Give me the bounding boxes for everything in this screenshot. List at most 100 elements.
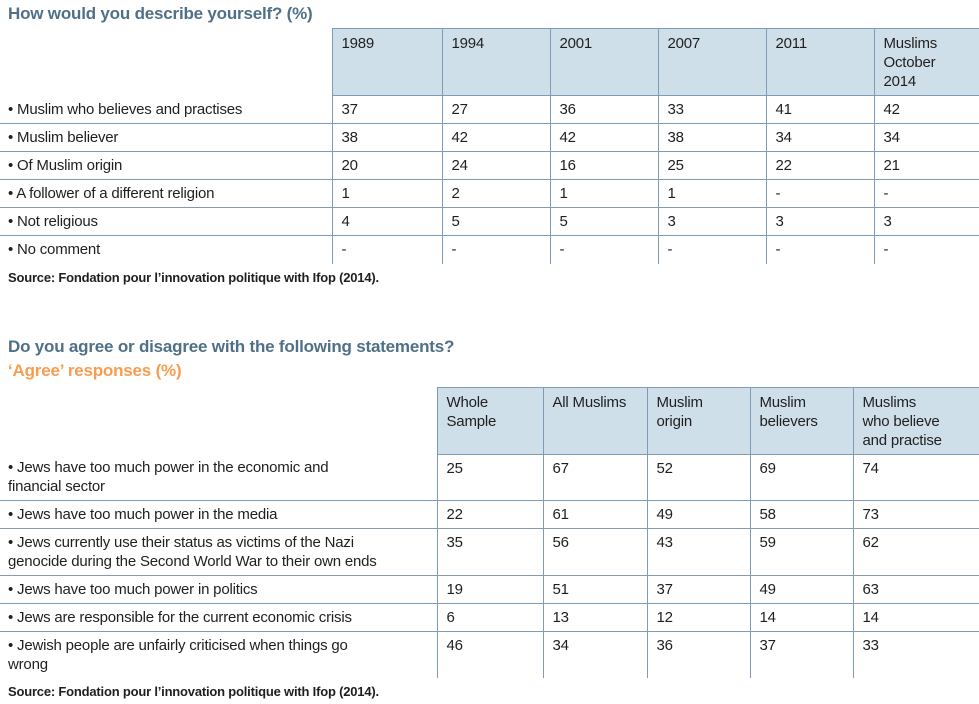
data-cell: 73 bbox=[852, 500, 979, 529]
column-header-muslims-believe-practise: Muslims who believe and practise bbox=[852, 386, 979, 455]
column-header-1994: 1994 bbox=[441, 28, 551, 96]
table2-header-row: Whole Sample All Muslims Muslim origin M… bbox=[0, 386, 979, 455]
data-cell: 21 bbox=[873, 151, 979, 180]
table-row: • Jewish people are unfairly criticised … bbox=[0, 631, 979, 678]
column-header-2001: 2001 bbox=[549, 28, 659, 96]
data-cell: 12 bbox=[646, 603, 750, 632]
table2-corner-cell bbox=[0, 387, 437, 454]
data-cell: 14 bbox=[749, 603, 853, 632]
table-row: • Not religious 4 5 5 3 3 3 bbox=[0, 207, 979, 236]
data-cell: 34 bbox=[542, 631, 647, 678]
table-row: • Muslim who believes and practises 37 2… bbox=[0, 95, 979, 124]
data-cell: - bbox=[549, 235, 658, 264]
data-cell: 58 bbox=[749, 500, 853, 529]
row-label: • Jews currently use their status as vic… bbox=[0, 528, 437, 576]
table-row: • Jews have too much power in the media … bbox=[0, 500, 979, 529]
data-cell: 25 bbox=[436, 454, 543, 501]
data-cell: 37 bbox=[749, 631, 853, 678]
data-cell: 56 bbox=[542, 528, 647, 576]
data-cell: - bbox=[765, 179, 874, 208]
column-header-1989: 1989 bbox=[331, 28, 443, 96]
data-cell: 38 bbox=[657, 123, 766, 152]
column-header-muslim-believers: Muslim believers bbox=[749, 386, 854, 455]
data-cell: 1 bbox=[331, 179, 442, 208]
data-cell: 62 bbox=[852, 528, 979, 576]
table-row: • No comment - - - - - - bbox=[0, 235, 979, 264]
data-cell: 5 bbox=[549, 207, 658, 236]
data-cell: 51 bbox=[542, 575, 647, 604]
data-cell: 49 bbox=[749, 575, 853, 604]
data-cell: 52 bbox=[646, 454, 750, 501]
table-row: • Jews have too much power in the econom… bbox=[0, 454, 979, 501]
data-cell: - bbox=[657, 235, 766, 264]
data-cell: 20 bbox=[331, 151, 442, 180]
data-cell: - bbox=[441, 235, 550, 264]
row-label: • Jews have too much power in the media bbox=[0, 500, 437, 529]
data-cell: 3 bbox=[873, 207, 979, 236]
row-label: • Jews have too much power in politics bbox=[0, 575, 437, 604]
row-label: • Muslim who believes and practises bbox=[0, 95, 332, 124]
table-row: • Muslim believer 38 42 42 38 34 34 bbox=[0, 123, 979, 152]
data-cell: 74 bbox=[852, 454, 979, 501]
column-header-2011: 2011 bbox=[765, 28, 875, 96]
data-cell: 27 bbox=[441, 95, 550, 124]
column-header-whole-sample: Whole Sample bbox=[436, 386, 544, 455]
table2-title: Do you agree or disagree with the follow… bbox=[8, 336, 455, 356]
data-cell: 42 bbox=[441, 123, 550, 152]
data-cell: 46 bbox=[436, 631, 543, 678]
table2-subtitle: ‘Agree’ responses (%) bbox=[8, 360, 182, 380]
agree-statements-table: Whole Sample All Muslims Muslim origin M… bbox=[0, 386, 979, 678]
table1-header-row: 1989 1994 2001 2007 2011 Muslims October… bbox=[0, 28, 979, 96]
column-header-muslim-origin: Muslim origin bbox=[646, 386, 751, 455]
self-description-table: 1989 1994 2001 2007 2011 Muslims October… bbox=[0, 28, 979, 264]
row-label: • Jewish people are unfairly criticised … bbox=[8, 637, 348, 673]
table-row: • Of Muslim origin 20 24 16 25 22 21 bbox=[0, 151, 979, 180]
table2-source: Source: Fondation pour l’innovation poli… bbox=[8, 684, 379, 699]
data-cell: 34 bbox=[873, 123, 979, 152]
data-cell: 37 bbox=[646, 575, 750, 604]
table1-corner-cell bbox=[0, 29, 332, 96]
table-row: • A follower of a different religion 1 2… bbox=[0, 179, 979, 208]
data-cell: 36 bbox=[549, 95, 658, 124]
column-header-all-muslims: All Muslims bbox=[542, 386, 648, 455]
data-cell: 14 bbox=[852, 603, 979, 632]
column-header-muslims-october-2014: Muslims October 2014 bbox=[873, 28, 979, 96]
data-cell: 34 bbox=[765, 123, 874, 152]
data-cell: 2 bbox=[441, 179, 550, 208]
data-cell: 1 bbox=[549, 179, 658, 208]
data-cell: 33 bbox=[657, 95, 766, 124]
data-cell: 22 bbox=[765, 151, 874, 180]
data-cell: 61 bbox=[542, 500, 647, 529]
row-label: • Not religious bbox=[0, 207, 332, 236]
table-row: • Jews are responsible for the current e… bbox=[0, 603, 979, 632]
data-cell: 35 bbox=[436, 528, 543, 576]
data-cell: 42 bbox=[549, 123, 658, 152]
data-cell: 69 bbox=[749, 454, 853, 501]
data-cell: - bbox=[873, 179, 979, 208]
table-row: • Jews have too much power in politics 1… bbox=[0, 575, 979, 604]
table1-source: Source: Fondation pour l’innovation poli… bbox=[8, 269, 379, 285]
data-cell: - bbox=[873, 235, 979, 264]
data-cell: 67 bbox=[542, 454, 647, 501]
data-cell: 1 bbox=[657, 179, 766, 208]
data-cell: 42 bbox=[873, 95, 979, 124]
data-cell: - bbox=[331, 235, 442, 264]
data-cell: 33 bbox=[852, 631, 979, 678]
data-cell: 4 bbox=[331, 207, 442, 236]
row-label: • Jews have too much power in the econom… bbox=[0, 454, 437, 501]
data-cell: 49 bbox=[646, 500, 750, 529]
data-cell: 24 bbox=[441, 151, 550, 180]
data-cell: 37 bbox=[331, 95, 442, 124]
data-cell: 5 bbox=[441, 207, 550, 236]
row-label: • No comment bbox=[8, 241, 101, 258]
row-label: • Jews are responsible for the current e… bbox=[0, 603, 437, 632]
data-cell: 3 bbox=[765, 207, 874, 236]
row-label: • A follower of a different religion bbox=[0, 179, 332, 208]
data-cell: - bbox=[765, 235, 874, 264]
data-cell: 3 bbox=[657, 207, 766, 236]
data-cell: 38 bbox=[331, 123, 442, 152]
data-cell: 13 bbox=[542, 603, 647, 632]
data-cell: 36 bbox=[646, 631, 750, 678]
data-cell: 22 bbox=[436, 500, 543, 529]
